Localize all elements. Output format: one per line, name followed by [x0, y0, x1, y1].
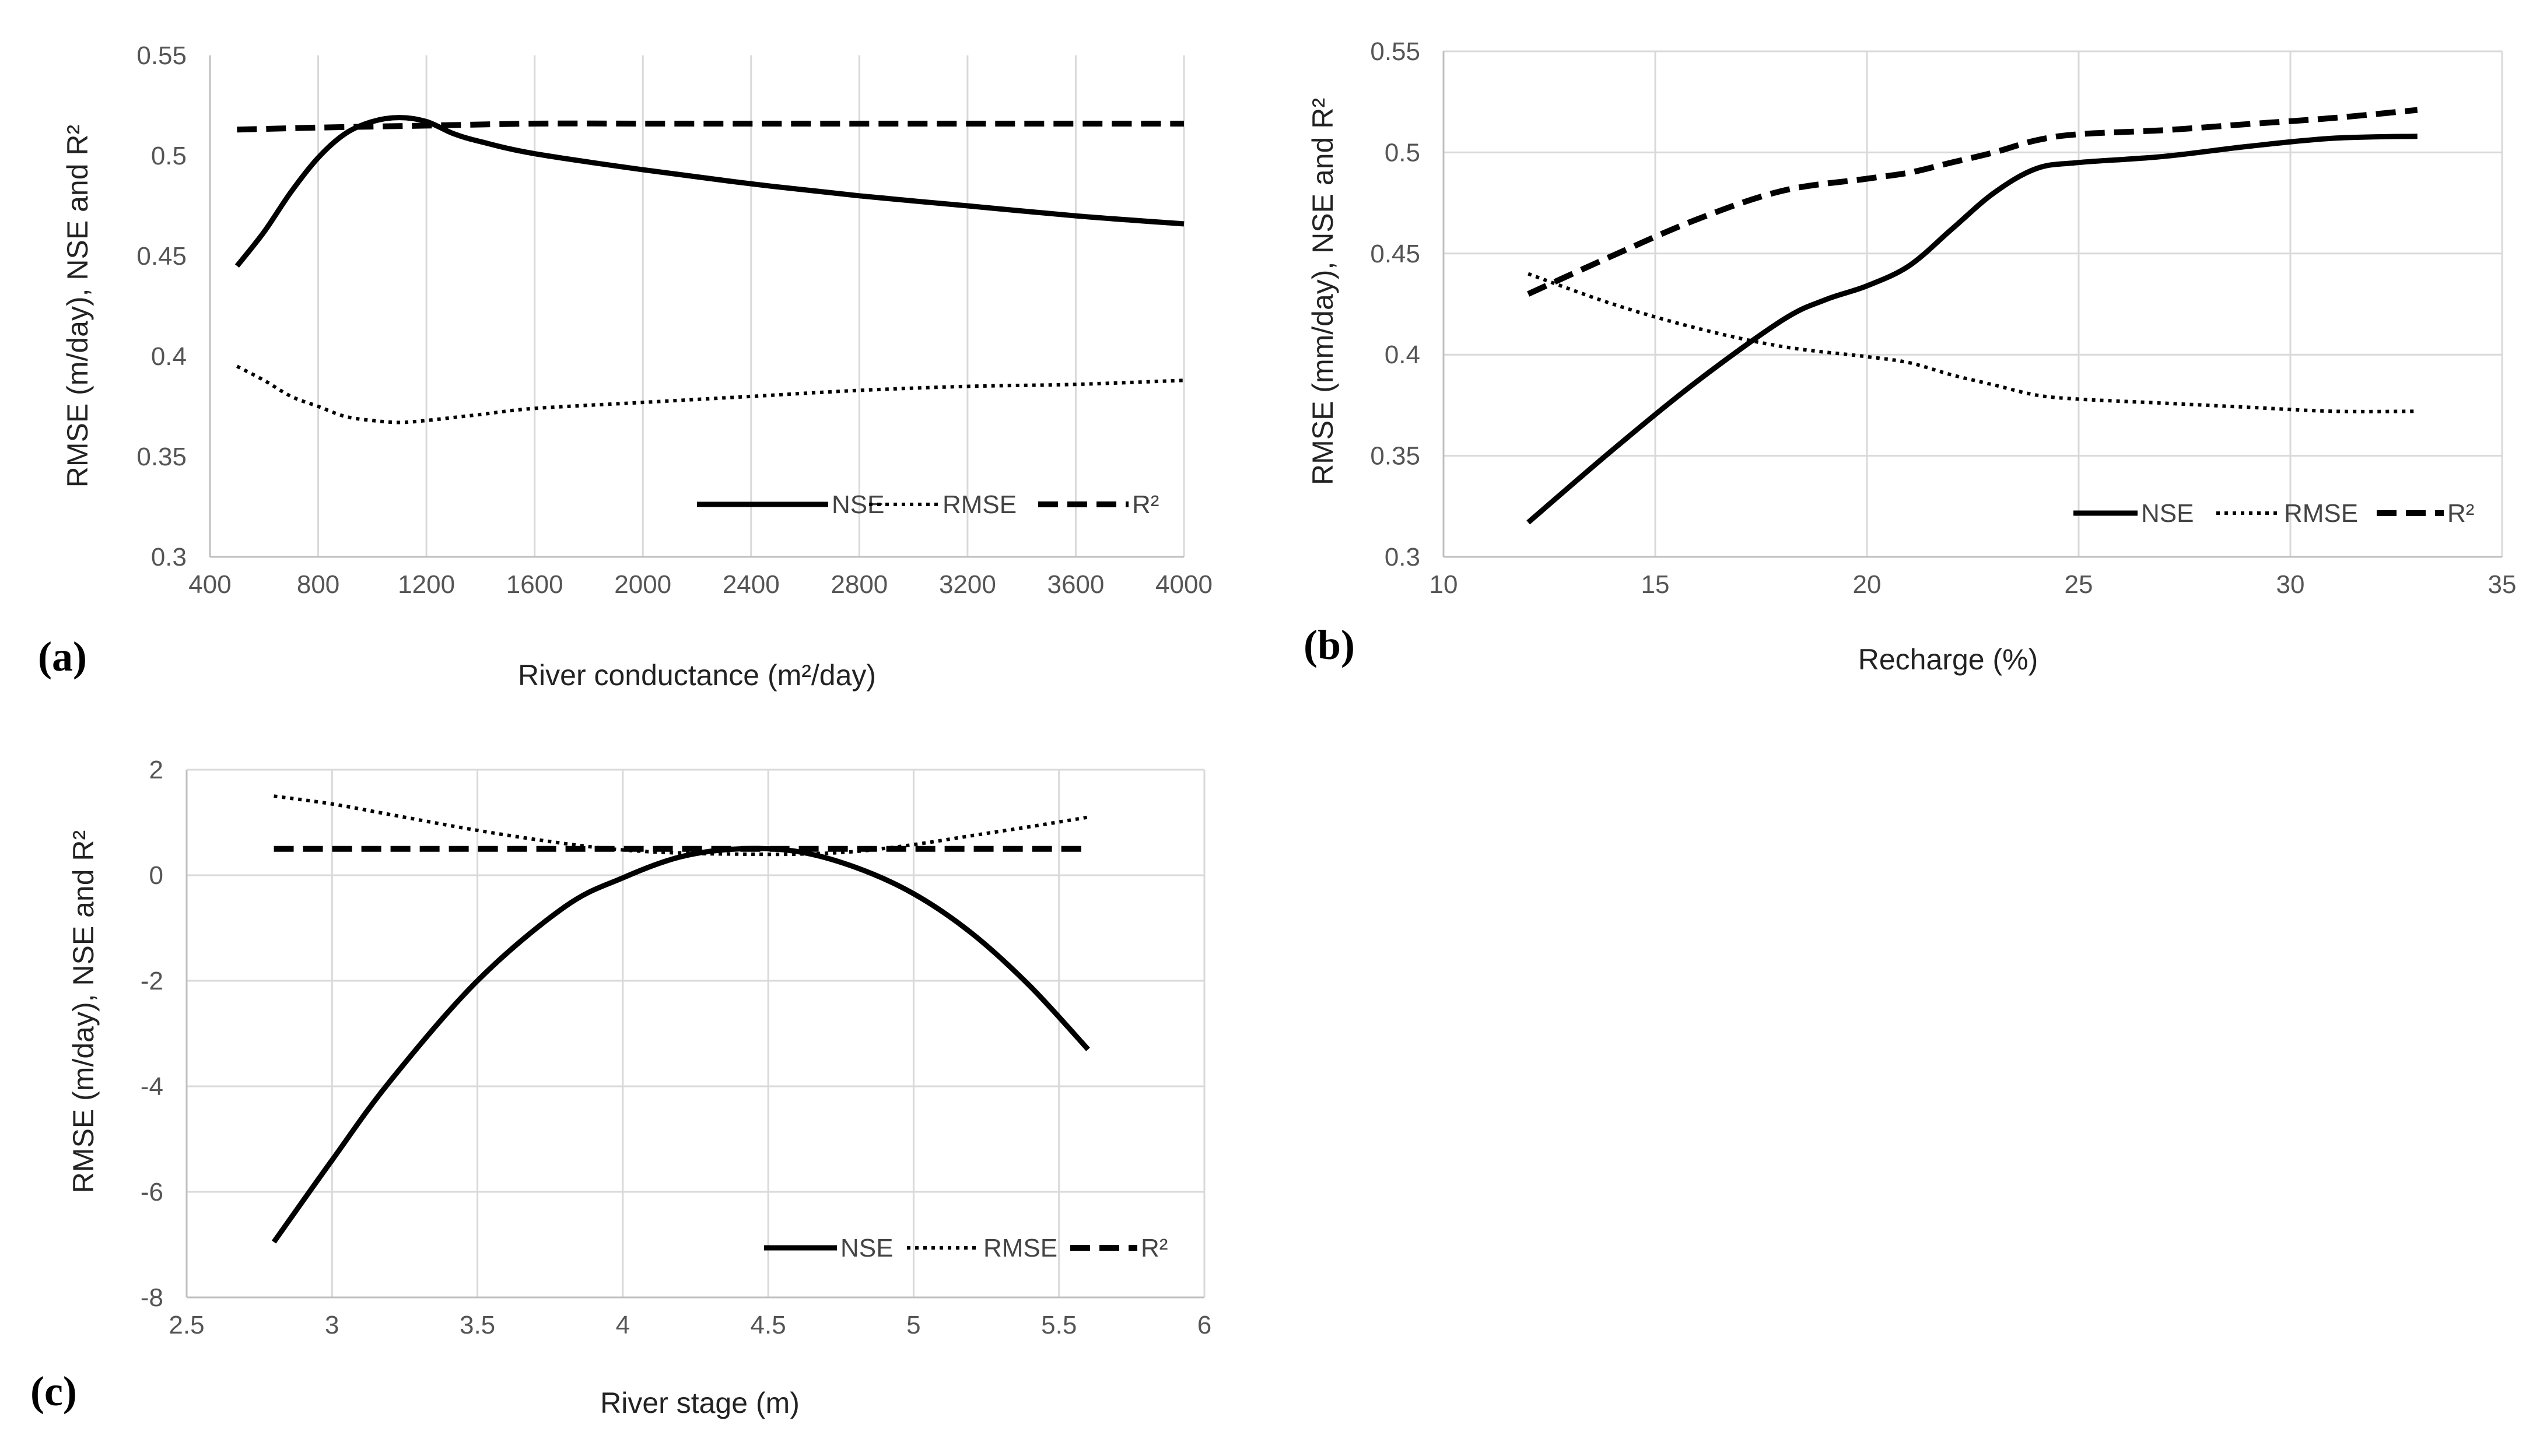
- x-axis-title: River conductance (m²/day): [518, 659, 876, 692]
- x-tick-label: 400: [188, 570, 231, 599]
- y-tick-label: 0.45: [1370, 240, 1420, 268]
- chart-panel-3: 2.5 3 3.5 4 4.5 5 5.5 6 -8 -6 -4 -2 0 2 River stage (m…: [30, 756, 1211, 1419]
- y-tick-label: 0.5: [151, 142, 187, 170]
- y-tick-label: 0.4: [151, 342, 187, 371]
- x-tick-label: 35: [2488, 570, 2517, 599]
- x-tick-label: 1600: [506, 570, 563, 599]
- y-tick-label: 2: [149, 756, 163, 784]
- x-tick-label: 3.5: [460, 1311, 495, 1339]
- x-tick-label: 3: [325, 1311, 339, 1339]
- y-axis-title: RMSE (m/day), NSE and R²: [61, 125, 94, 487]
- series-line-r2: [237, 120, 1184, 133]
- x-tick-label: 25: [2065, 570, 2093, 599]
- y-tick-label: -6: [141, 1178, 163, 1206]
- y-tick-label: -4: [141, 1072, 163, 1101]
- x-tick-label: 15: [1641, 570, 1670, 599]
- legend-label-rmse: RMSE: [2284, 499, 2358, 528]
- series-line-nse: [271, 845, 1090, 1244]
- x-tick-label: 6: [1197, 1311, 1211, 1339]
- y-tick-label: 0.5: [1385, 138, 1420, 167]
- y-tick-label: 0.45: [136, 242, 187, 271]
- series-line-r2: [1527, 107, 2418, 297]
- y-axis-title: RMSE (m/day), NSE and R²: [67, 830, 100, 1193]
- x-tick-label: 4000: [1155, 570, 1213, 599]
- x-tick-label: 3600: [1047, 570, 1104, 599]
- legend-label-nse: NSE: [832, 490, 884, 519]
- legend-label-r2: R²: [2447, 499, 2474, 528]
- panels: 400 800 1200 1600 2000 2400 2800 3200 3600 40000.…: [30, 37, 2516, 1419]
- x-tick-label: 20: [1853, 570, 1882, 599]
- y-tick-label: 0.3: [1385, 543, 1420, 571]
- legend-label-rmse: RMSE: [943, 490, 1017, 519]
- x-tick-label: 5.5: [1041, 1311, 1077, 1339]
- x-tick-label: 800: [297, 570, 339, 599]
- legend: NSE RMSE R²: [2073, 499, 2474, 528]
- legend-label-rmse: RMSE: [983, 1234, 1057, 1262]
- panel-label: (c): [30, 1368, 77, 1415]
- x-tick-label: 10: [1430, 570, 1458, 599]
- series-line-rmse: [274, 794, 1089, 857]
- series-line-nse: [234, 115, 1185, 268]
- x-tick-label: 2.5: [169, 1311, 204, 1339]
- legend-label-nse: NSE: [840, 1234, 893, 1262]
- legend-label-r2: R²: [1141, 1234, 1168, 1262]
- x-tick-label: 2000: [614, 570, 671, 599]
- y-tick-label: 0: [149, 861, 163, 890]
- legend-label-r2: R²: [1132, 490, 1159, 519]
- y-tick-label: 0.55: [1370, 37, 1420, 66]
- panel-label: (b): [1304, 622, 1355, 668]
- legend: NSE RMSE R²: [764, 1234, 1168, 1262]
- y-axis-title: RMSE (mm/day), NSE and R²: [1306, 98, 1339, 485]
- series-line-rmse: [1528, 272, 2418, 413]
- series-line-rmse: [236, 364, 1185, 424]
- y-tick-label: 0.35: [1370, 442, 1420, 471]
- x-tick-label: 5: [906, 1311, 920, 1339]
- y-tick-label: 0.3: [151, 543, 187, 571]
- y-tick-label: 0.35: [136, 443, 187, 471]
- x-tick-label: 3200: [939, 570, 996, 599]
- x-tick-label: 30: [2276, 570, 2305, 599]
- x-tick-label: 2800: [831, 570, 888, 599]
- x-tick-label: 4.5: [751, 1311, 786, 1339]
- chart-panel-1: 400 800 1200 1600 2000 2400 2800 3200 3600 4000 0.…: [38, 41, 1213, 692]
- y-tick-label: 0.4: [1385, 341, 1420, 369]
- legend: NSE RMSE R²: [697, 490, 1159, 519]
- y-tick-label: -8: [141, 1283, 163, 1312]
- x-tick-label: 1200: [398, 570, 455, 599]
- x-tick-label: 2400: [723, 570, 780, 599]
- panel-label: (a): [38, 633, 87, 680]
- x-axis-title: River stage (m): [600, 1387, 800, 1419]
- y-tick-label: -2: [141, 967, 163, 995]
- y-tick-label: 0.55: [136, 41, 187, 70]
- chart-panel-2: 10 15 20 25 30 35 0.3 0.35 0.4 0.45 0.5 0.55 Recharg…: [1304, 37, 2516, 676]
- legend-label-nse: NSE: [2141, 499, 2194, 528]
- x-tick-label: 4: [616, 1311, 630, 1339]
- series-line-nse: [1526, 134, 2418, 525]
- x-axis-title: Recharge (%): [1858, 643, 2038, 676]
